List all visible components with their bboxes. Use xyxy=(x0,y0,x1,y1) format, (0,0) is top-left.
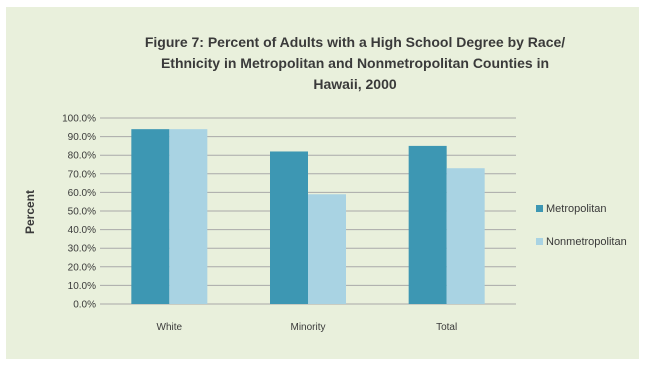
bars xyxy=(131,129,485,304)
y-axis-label: Percent xyxy=(23,190,37,234)
y-tick-label: 20.0% xyxy=(68,262,96,273)
legend: Metropolitan Nonmetropolitan xyxy=(536,203,627,248)
chart-title: Figure 7: Percent of Adults with a High … xyxy=(145,34,565,92)
y-tick-label: 70.0% xyxy=(68,169,96,180)
legend-label: Metropolitan xyxy=(546,203,607,215)
chart-title-line-3: Hawaii, 2000 xyxy=(313,76,396,92)
y-tick-label: 80.0% xyxy=(68,151,96,162)
chart-title-line-1: Figure 7: Percent of Adults with a High … xyxy=(145,34,565,50)
x-tick-label: Total xyxy=(436,322,457,333)
y-tick-label: 10.0% xyxy=(68,281,96,292)
bar-metropolitan-white xyxy=(131,129,170,304)
bar-nonmetropolitan-total xyxy=(446,168,485,304)
bar-nonmetropolitan-white xyxy=(169,129,208,304)
y-tick-label: 0.0% xyxy=(73,300,96,311)
x-tick-label: White xyxy=(157,322,183,333)
y-tick-label: 50.0% xyxy=(68,207,96,218)
bar-metropolitan-minority xyxy=(270,151,308,304)
legend-swatch xyxy=(536,238,543,245)
y-tick-label: 30.0% xyxy=(68,244,96,255)
x-axis-ticks: White Minority Total xyxy=(157,322,458,333)
bar-nonmetropolitan-minority xyxy=(308,194,346,304)
x-tick-label: Minority xyxy=(290,322,325,333)
y-axis-ticks: 0.0% 10.0% 20.0% 30.0% 40.0% 50.0% 60.0% 70.0% 8… xyxy=(62,114,96,311)
legend-label: Nonmetropolitan xyxy=(546,236,627,248)
y-tick-label: 90.0% xyxy=(68,132,96,143)
legend-swatch xyxy=(536,205,543,212)
bar-metropolitan-total xyxy=(408,145,447,304)
chart-title-line-2: Ethnicity in Metropolitan and Nonmetropo… xyxy=(161,55,549,71)
y-tick-label: 100.0% xyxy=(62,114,96,125)
y-tick-label: 60.0% xyxy=(68,188,96,199)
y-tick-label: 40.0% xyxy=(68,225,96,236)
